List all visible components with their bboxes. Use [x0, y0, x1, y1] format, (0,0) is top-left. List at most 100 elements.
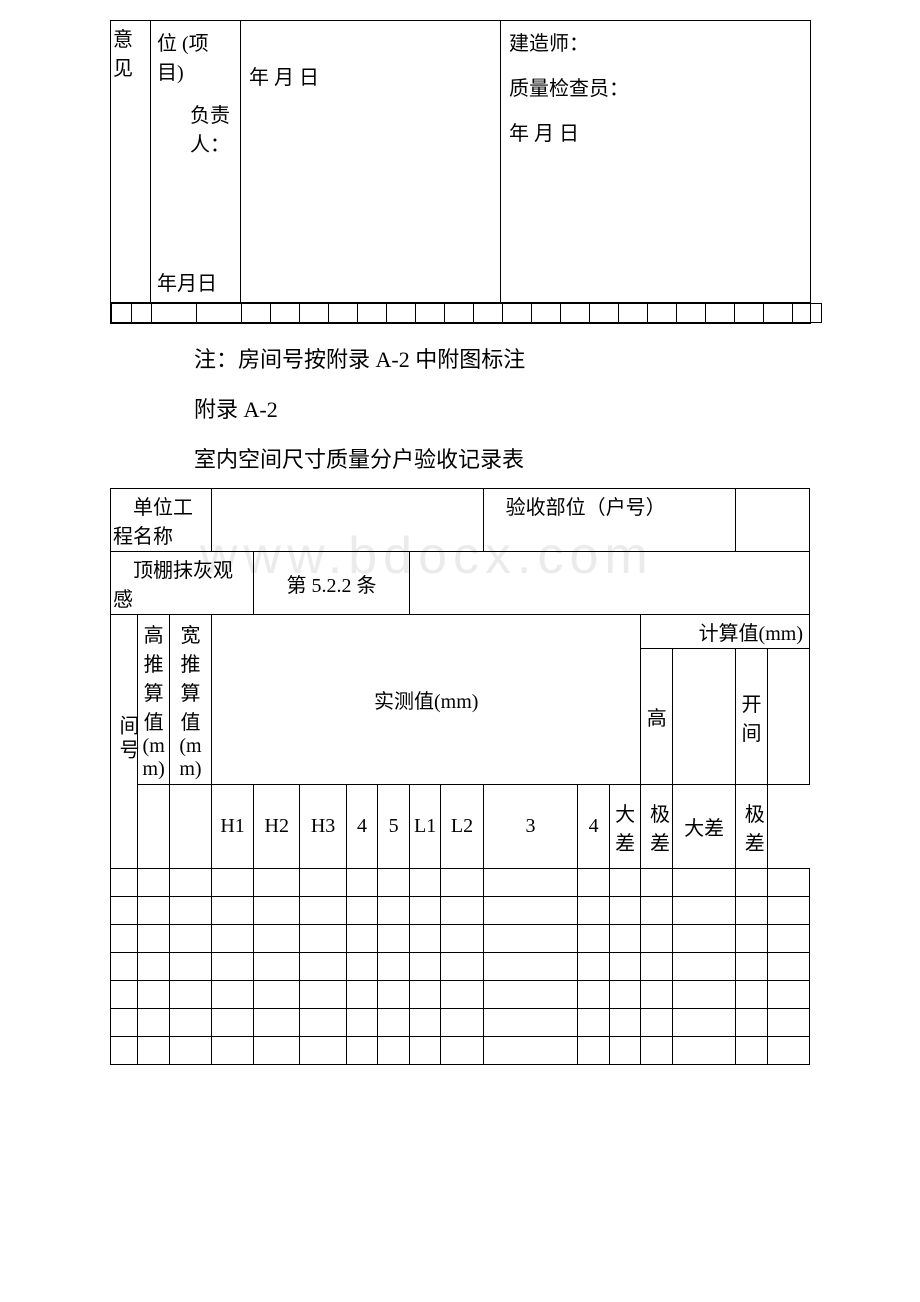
table-cell	[673, 1009, 736, 1037]
hdr-gao2: 高	[641, 649, 673, 785]
table-cell	[673, 869, 736, 897]
sub-h2: H2	[254, 785, 300, 869]
table-cell	[578, 981, 610, 1009]
table-cell	[212, 925, 254, 953]
table-cell	[767, 1009, 809, 1037]
table-cell	[483, 1037, 578, 1065]
table-cell	[254, 869, 300, 897]
table-cell	[346, 1037, 378, 1065]
table-cell	[212, 1009, 254, 1037]
hdr-accept-pos: 验收部位（户号）	[483, 489, 736, 552]
table-cell	[578, 925, 610, 953]
table-cell	[767, 869, 809, 897]
text-gao2: 高	[647, 708, 667, 730]
hdr-gao2-blank	[673, 649, 736, 785]
table-cell	[441, 1037, 483, 1065]
table-cell	[609, 897, 641, 925]
table-cell	[441, 869, 483, 897]
table-cell	[673, 897, 736, 925]
table-row	[111, 953, 810, 981]
table-cell	[212, 953, 254, 981]
cell-clause-value	[409, 552, 809, 615]
table-cell	[767, 925, 809, 953]
text-l2: L2	[451, 815, 473, 837]
table-cell	[254, 1037, 300, 1065]
text-kuan: 宽推算值(mm)	[179, 625, 201, 780]
table-cell	[254, 981, 300, 1009]
table-row	[111, 897, 810, 925]
text-date1: 年 月 日	[249, 67, 319, 89]
signature-table: 意见 位 (项目) 负责人： 年月日 年 月 日 建造师： 质量检查员： 年 月…	[110, 20, 811, 324]
table-cell	[409, 925, 441, 953]
table-cell	[673, 953, 736, 981]
table-cell	[378, 1009, 410, 1037]
table-row	[111, 1037, 810, 1065]
text-clause: 第 5.2.2 条	[287, 575, 377, 597]
table-cell	[138, 897, 170, 925]
text-l4: 4	[589, 815, 599, 837]
table-row	[111, 869, 810, 897]
table-cell	[409, 1037, 441, 1065]
table-cell	[578, 1009, 610, 1037]
table-cell	[111, 981, 138, 1009]
hdr-ceiling: 顶棚抹灰观感	[111, 552, 254, 615]
table-cell	[300, 981, 346, 1009]
table-cell	[409, 953, 441, 981]
hdr-jisuan: 计算值(mm)	[641, 615, 810, 649]
table-cell	[409, 981, 441, 1009]
table-cell	[578, 869, 610, 897]
text-da: 大差	[615, 804, 635, 855]
table-row	[111, 925, 810, 953]
table-cell	[378, 1037, 410, 1065]
table-cell	[483, 1009, 578, 1037]
table-cell	[346, 869, 378, 897]
text-builder: 建造师：	[509, 27, 802, 56]
text-date2: 年 月 日	[509, 117, 802, 146]
table-cell	[254, 897, 300, 925]
table-cell	[169, 897, 211, 925]
table-cell	[441, 925, 483, 953]
record-table: 单位工程名称 验收部位（户号） 顶棚抹灰观感 第 5.2.2 条 间号 高推算值…	[110, 488, 810, 1065]
table-cell	[736, 981, 768, 1009]
table-cell	[300, 1009, 346, 1037]
table-cell	[111, 1037, 138, 1065]
table-cell	[111, 1009, 138, 1037]
note-2: 附录 A-2	[150, 392, 810, 424]
table-cell	[169, 1037, 211, 1065]
table-cell	[673, 1037, 736, 1065]
cell-date1: 年 月 日	[241, 21, 501, 303]
text-h1: H1	[220, 815, 244, 837]
sub-h4: 4	[346, 785, 378, 869]
table-cell	[441, 953, 483, 981]
text-l3: 3	[525, 815, 535, 837]
table-cell	[138, 1009, 170, 1037]
sub-da2: 大差	[673, 785, 736, 869]
hdr-kaijian: 开间	[736, 649, 768, 785]
text-inspector: 质量检查员：	[509, 72, 802, 101]
table-cell	[736, 953, 768, 981]
table-cell	[138, 953, 170, 981]
table-cell	[346, 953, 378, 981]
table-cell	[641, 897, 673, 925]
text-gao: 高推算值(mm)	[143, 625, 165, 780]
table-cell	[169, 1009, 211, 1037]
text-accept-pos: 验收部位（户号）	[506, 497, 666, 519]
table-cell	[736, 897, 768, 925]
table-cell	[641, 1009, 673, 1037]
note-1: 注：房间号按附录 A-2 中附图标注	[150, 342, 810, 374]
table-cell	[254, 1009, 300, 1037]
table-cell	[409, 869, 441, 897]
text-unit-name: 单位工程名称	[113, 497, 193, 548]
sub-l2: L2	[441, 785, 483, 869]
table-cell	[138, 869, 170, 897]
table-cell	[641, 1037, 673, 1065]
sub-da: 大差	[609, 785, 641, 869]
sub-h1: H1	[212, 785, 254, 869]
table-cell	[736, 1037, 768, 1065]
table-cell	[483, 981, 578, 1009]
cell-unit-name-value	[212, 489, 484, 552]
table-cell	[138, 981, 170, 1009]
text-kaijian: 开间	[741, 694, 761, 745]
table-cell	[609, 1037, 641, 1065]
table-cell	[111, 869, 138, 897]
